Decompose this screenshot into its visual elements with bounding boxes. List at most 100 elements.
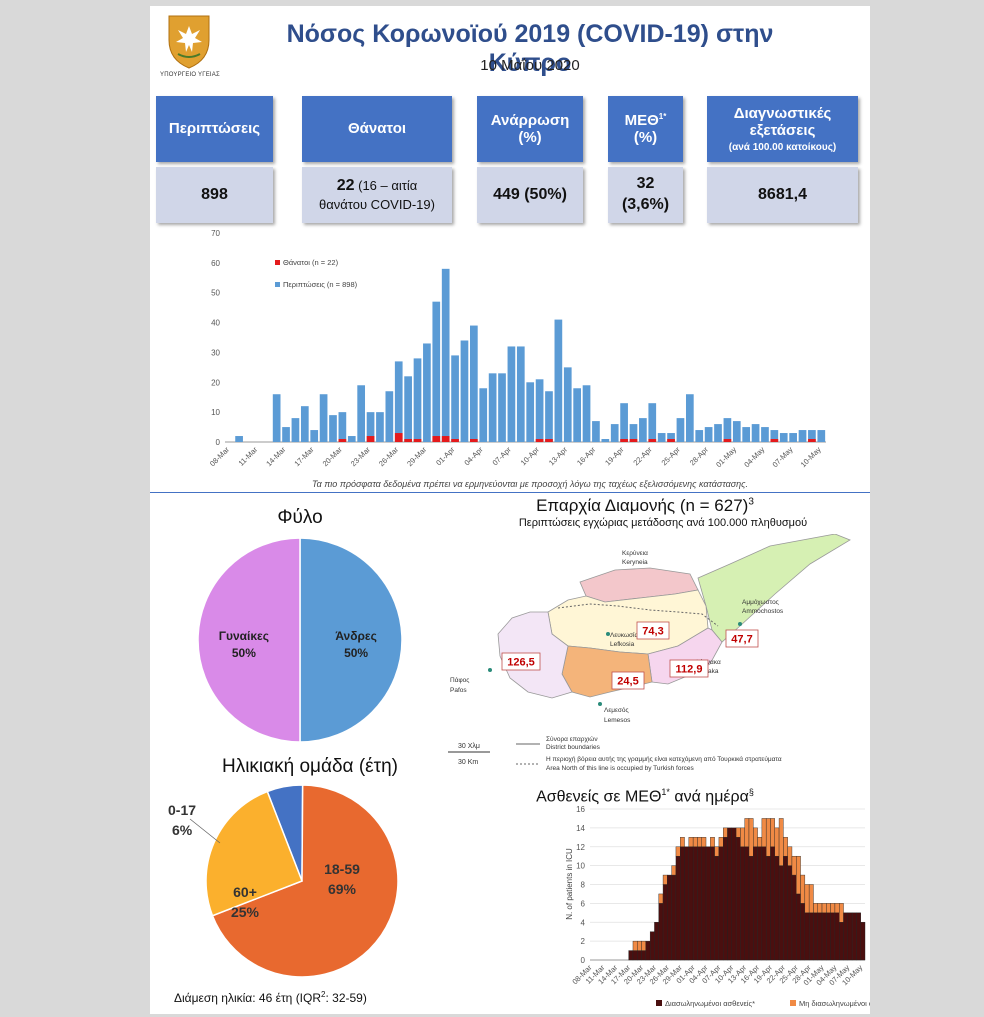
bar-secondary bbox=[808, 439, 816, 442]
bar-primary bbox=[563, 367, 572, 442]
region-value: 112,9 bbox=[676, 664, 703, 676]
bar-secondary bbox=[753, 827, 758, 847]
bar-primary bbox=[319, 394, 328, 442]
region-value: 24,5 bbox=[617, 676, 638, 688]
y-tick-label: 10 bbox=[211, 408, 220, 417]
bar-primary bbox=[648, 403, 657, 442]
icu-y-axis-title: N. of patients in ICU bbox=[565, 848, 574, 920]
bar-primary bbox=[751, 424, 760, 442]
stat-icu-header: ΜΕΘ1* (%) bbox=[608, 96, 683, 162]
median-age-note: Διάμεση ηλικία: 46 έτη (IQR2: 32-59) bbox=[174, 990, 434, 1005]
age-slice-name: 0-17 bbox=[168, 802, 196, 818]
bar-secondary bbox=[826, 903, 831, 914]
bar-primary bbox=[843, 912, 849, 961]
bar-primary bbox=[783, 855, 788, 961]
stat-icu-value: 32 bbox=[636, 175, 655, 193]
bar-primary bbox=[601, 439, 610, 442]
bar-primary bbox=[765, 855, 771, 961]
bar-primary bbox=[695, 430, 704, 442]
legend-occupied-gr: Η περιοχή βόρεια αυτής της γραμμής είναι… bbox=[546, 755, 782, 763]
bar-secondary bbox=[796, 855, 801, 895]
town-dot bbox=[606, 632, 610, 636]
stat-recovery-label: Ανάρρωση bbox=[490, 111, 570, 129]
median-age-range: : 32-59) bbox=[325, 991, 367, 1005]
district-lar bbox=[647, 627, 723, 685]
y-tick-label: 50 bbox=[211, 289, 220, 298]
bar-primary bbox=[789, 433, 797, 442]
bar-primary bbox=[291, 418, 300, 442]
bar-secondary bbox=[394, 433, 403, 442]
bar-primary bbox=[658, 903, 664, 961]
icu-title-footnote-2: § bbox=[748, 787, 754, 797]
bar-primary bbox=[662, 884, 668, 961]
age-pie-chart: 0-17 6% 18-59 69% 60+ 25% bbox=[168, 784, 399, 978]
bar-primary bbox=[817, 430, 826, 442]
bar-primary bbox=[357, 385, 366, 442]
y-tick-label: 60 bbox=[211, 259, 220, 268]
x-tick-label: 14-Mar bbox=[264, 445, 288, 469]
bar-secondary bbox=[413, 439, 422, 442]
stat-cases-label: Περιπτώσεις bbox=[168, 120, 261, 138]
bar-primary bbox=[826, 912, 831, 961]
bar-primary bbox=[488, 373, 497, 442]
bar-secondary bbox=[620, 439, 628, 442]
bar-primary bbox=[710, 846, 715, 961]
bar-primary bbox=[310, 430, 319, 442]
age-title: Ηλικιακή ομάδα (έτη) bbox=[221, 756, 399, 777]
bar-secondary bbox=[744, 818, 750, 847]
bar-primary bbox=[441, 268, 450, 442]
stat-deaths-header: Θάνατοι bbox=[302, 96, 452, 162]
region-name-en: Lefkosia bbox=[610, 641, 635, 648]
bar-secondary bbox=[718, 837, 724, 847]
bar-primary bbox=[808, 430, 816, 442]
bar-primary bbox=[851, 912, 857, 961]
x-tick-label: 28-Apr bbox=[688, 445, 711, 468]
age-slice-1 bbox=[211, 784, 399, 978]
ministry-coat-of-arms-icon bbox=[168, 15, 210, 69]
bar-primary bbox=[770, 430, 779, 442]
bar-secondary bbox=[778, 818, 784, 866]
icu-chart-title: Ασθενείς σε ΜΕΘ1* ανά ημέρα§ bbox=[480, 787, 810, 806]
stat-tests-value-box: 8681,4 bbox=[707, 167, 858, 223]
region-name-en: Keryneia bbox=[622, 559, 648, 566]
legend-intubated-label: Διασωληνωμένοι ασθενείς* bbox=[665, 999, 755, 1008]
stat-tests-value: 8681,4 bbox=[758, 185, 807, 203]
bar-secondary bbox=[641, 940, 647, 951]
stat-icu-percent: (3,6%) bbox=[621, 196, 670, 213]
bar-secondary bbox=[667, 439, 675, 442]
bar-primary bbox=[573, 388, 581, 442]
bar-secondary bbox=[748, 818, 754, 857]
bar-primary bbox=[423, 343, 431, 442]
bar-secondary bbox=[701, 837, 707, 847]
region-name-gr: Πάφος bbox=[450, 676, 469, 684]
x-tick-label: 11-Mar bbox=[237, 445, 260, 468]
bar-secondary bbox=[658, 893, 664, 904]
stat-cases-value: 898 bbox=[201, 185, 228, 203]
y-tick-label: 40 bbox=[211, 319, 220, 328]
age-leader-line bbox=[189, 818, 221, 844]
region-value-box bbox=[611, 671, 645, 690]
bar-primary bbox=[451, 355, 459, 442]
bar-primary bbox=[813, 912, 818, 961]
bar-primary bbox=[821, 912, 827, 961]
y-tick-label: 30 bbox=[211, 348, 220, 357]
bar-secondary bbox=[839, 903, 844, 923]
region-name-gr: Λευκωσία bbox=[610, 631, 638, 639]
bar-primary bbox=[479, 388, 488, 442]
section-divider bbox=[150, 492, 870, 493]
bar-secondary bbox=[710, 837, 715, 847]
bar-primary bbox=[657, 433, 666, 442]
median-age-text: Διάμεση ηλικία: 46 έτη (IQR bbox=[174, 991, 322, 1005]
region-value: 74,3 bbox=[642, 626, 663, 638]
x-tick-label: 19-Apr bbox=[603, 445, 626, 468]
bar-secondary bbox=[740, 827, 745, 847]
bar-primary bbox=[808, 912, 814, 961]
bar-primary bbox=[705, 846, 711, 961]
x-tick-label: 07-Apr bbox=[491, 445, 514, 468]
stat-recovery-value-box: 449 (50%) bbox=[477, 167, 583, 223]
x-tick-label: 04-Apr bbox=[462, 445, 485, 468]
bar-primary bbox=[376, 412, 384, 442]
bar-primary bbox=[701, 846, 707, 961]
bar-primary bbox=[676, 418, 685, 442]
age-slice-label: 69% bbox=[328, 881, 357, 897]
